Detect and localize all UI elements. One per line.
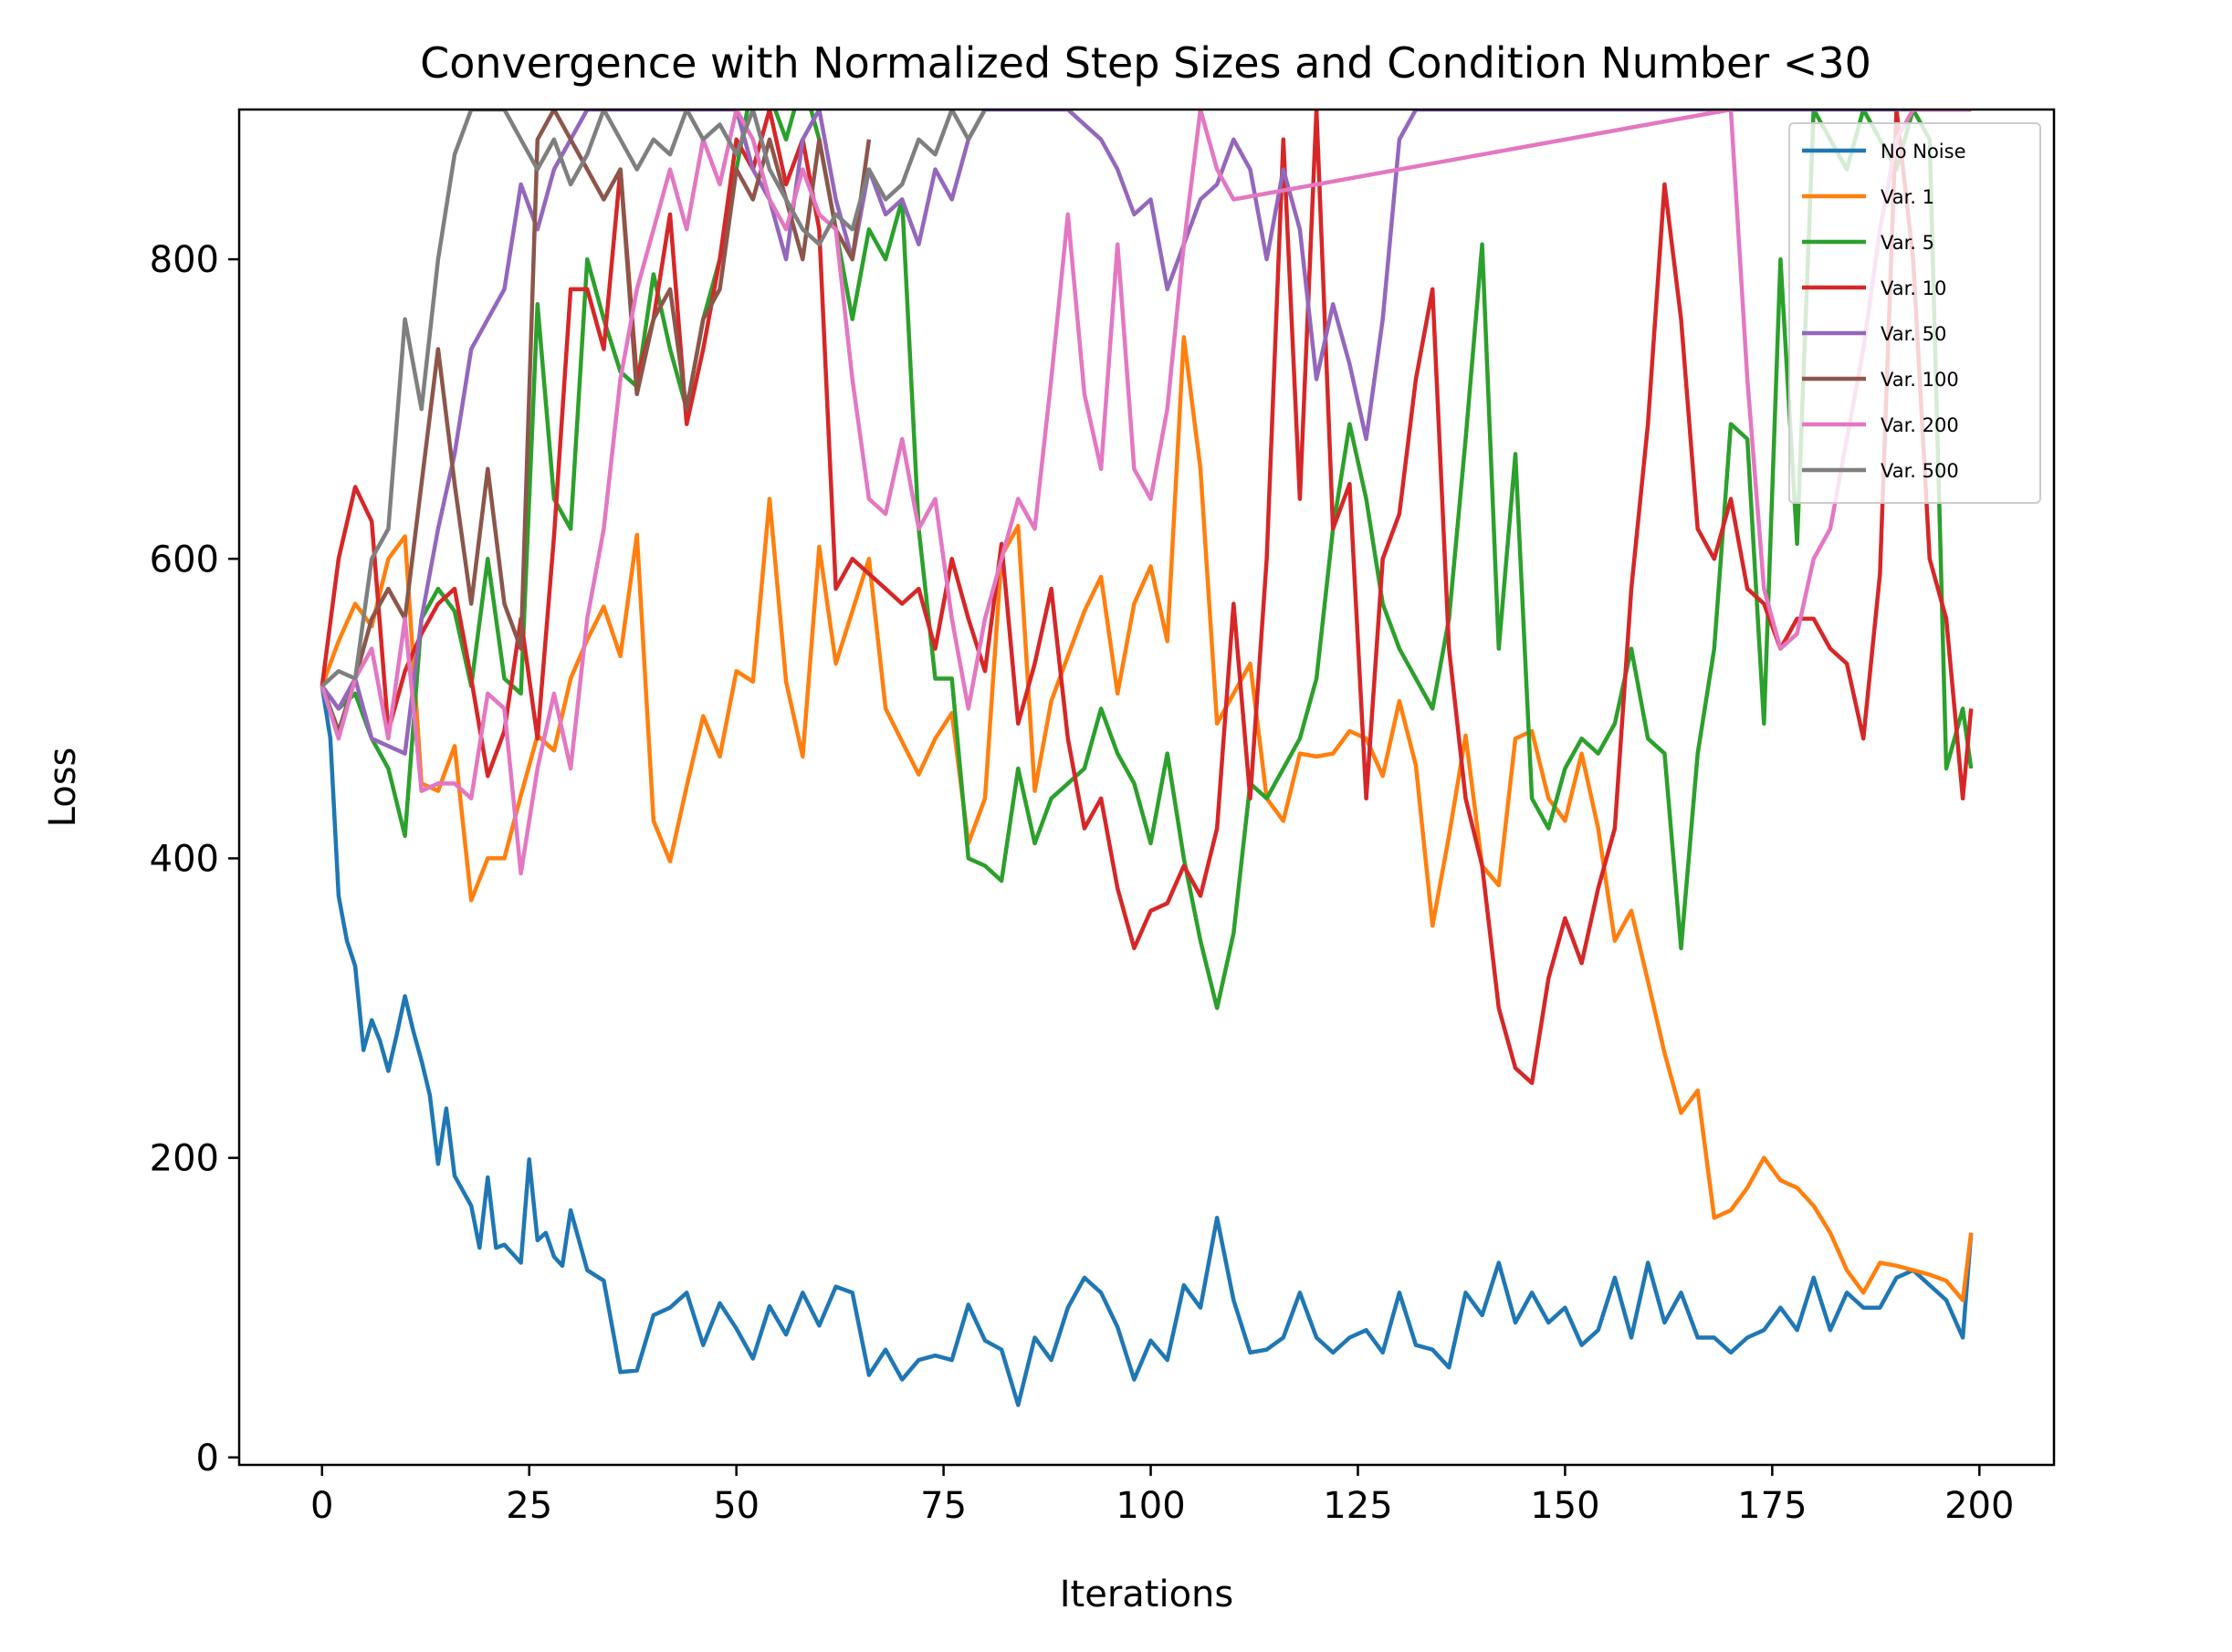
legend-label: Var. 5 xyxy=(1881,232,1934,254)
plot-frame xyxy=(237,108,2056,1467)
legend-label: No Noise xyxy=(1881,141,1966,162)
series-line-var-50 xyxy=(320,110,1972,756)
legend-label: Var. 500 xyxy=(1881,460,1959,482)
x-tick-label: 100 xyxy=(1116,1485,1185,1527)
legend-label: Var. 50 xyxy=(1881,323,1946,345)
series-line-var-100 xyxy=(320,110,872,734)
legend: No Noise Var. 1 Var. 5 Var. 10 Var. 50 Var. 1… xyxy=(1788,122,2041,504)
y-axis-ticks: 0 200 400 600 800 xyxy=(150,239,239,1479)
x-tick-label: 0 xyxy=(310,1485,333,1527)
x-axis-label: Iterations xyxy=(1060,1574,1234,1615)
x-tick-label: 200 xyxy=(1944,1485,2014,1527)
x-tick-label: 25 xyxy=(506,1485,552,1527)
y-tick-label: 400 xyxy=(150,838,219,880)
legend-label: Var. 200 xyxy=(1881,414,1959,436)
x-tick-label: 125 xyxy=(1323,1485,1392,1527)
y-tick-label: 800 xyxy=(150,239,219,281)
y-tick-label: 0 xyxy=(196,1438,219,1479)
x-tick-label: 175 xyxy=(1737,1485,1807,1527)
series-line-no-noise xyxy=(320,685,1974,1407)
series-line-var-1 xyxy=(320,335,1974,1302)
x-tick-label: 50 xyxy=(713,1485,760,1527)
legend-label: Var. 100 xyxy=(1881,369,1959,391)
y-tick-label: 600 xyxy=(150,538,219,580)
legend-label: Var. 10 xyxy=(1881,277,1946,299)
x-tick-label: 75 xyxy=(920,1485,967,1527)
legend-label: Var. 1 xyxy=(1881,186,1934,208)
series-layer xyxy=(320,110,1974,1407)
chart-title: Convergence with Normalized Step Sizes a… xyxy=(420,38,1871,88)
series-line-var-5 xyxy=(320,110,1974,1010)
x-tick-label: 150 xyxy=(1530,1485,1599,1527)
x-axis-ticks: 0 25 50 75 100 125 150 175 200 xyxy=(310,1465,2014,1527)
y-axis-label: Loss xyxy=(42,748,84,828)
series-line-var-200 xyxy=(320,110,1972,876)
y-tick-label: 200 xyxy=(150,1138,219,1180)
series-line-var-10 xyxy=(320,110,1974,1085)
series-line-var-500 xyxy=(320,110,987,688)
legend-box xyxy=(1788,122,2041,504)
